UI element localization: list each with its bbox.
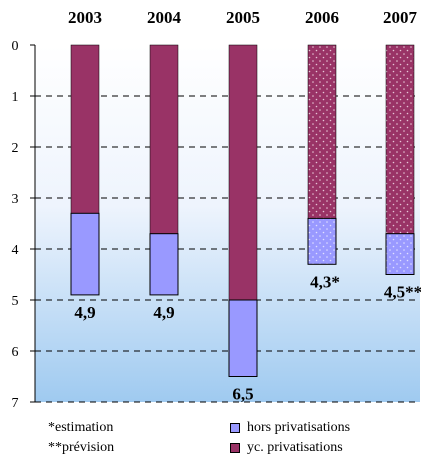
data-label: 4,9 [74,303,95,322]
data-labels: 4,9 4,9 6,5 4,3* 4,5** [74,272,421,403]
legend-label: yc. privatisations [247,440,343,455]
legend-swatch [230,443,240,453]
legend-label: hors privatisations [247,420,351,435]
x-tick-label: 2006 [305,8,339,27]
bars [70,44,415,377]
legend-swatch [230,423,240,433]
bar-segment-yc-privatisations [149,44,179,234]
bar-segment-yc-privatisations [307,44,337,219]
x-axis-labels: 2003 2004 2005 2006 2007 [68,8,418,27]
data-label: 6,5 [232,385,253,404]
bar-segment-yc-privatisations [228,44,258,301]
y-tick-label: 6 [12,345,19,360]
y-tick-label: 0 [12,39,19,54]
bar-segment-yc-privatisations [385,44,415,234]
bar-segment-hors-privatisations [307,217,337,265]
y-tick-label: 4 [12,243,19,258]
y-tick-label: 7 [12,396,19,411]
y-tick-label: 2 [12,141,19,156]
data-label: 4,9 [153,303,174,322]
legend-item-yc-privatisations: yc. privatisations [230,440,343,456]
data-label: 4,5** [384,283,421,302]
bar-segment-hors-privatisations [149,233,179,296]
y-axis: 0 1 2 3 4 5 6 7 [12,39,36,411]
x-tick-label: 2004 [147,8,182,27]
y-tick-label: 3 [12,192,19,207]
legend-item-hors-privatisations: hors privatisations [230,420,350,436]
y-tick-label: 5 [12,294,19,309]
note-estimation: *estimation [48,420,114,435]
bar-segment-hors-privatisations [70,212,100,296]
bar-segment-hors-privatisations [385,233,415,275]
y-tick-label: 1 [12,90,19,105]
gridlines [35,95,420,403]
x-tick-label: 2005 [226,8,260,27]
data-label: 4,3* [310,272,340,291]
x-tick-label: 2007 [383,8,418,27]
bar-segment-yc-privatisations [70,44,100,214]
x-tick-label: 2003 [68,8,102,27]
note-prevision: **prévision [48,440,115,455]
bar-segment-hors-privatisations [228,299,258,377]
